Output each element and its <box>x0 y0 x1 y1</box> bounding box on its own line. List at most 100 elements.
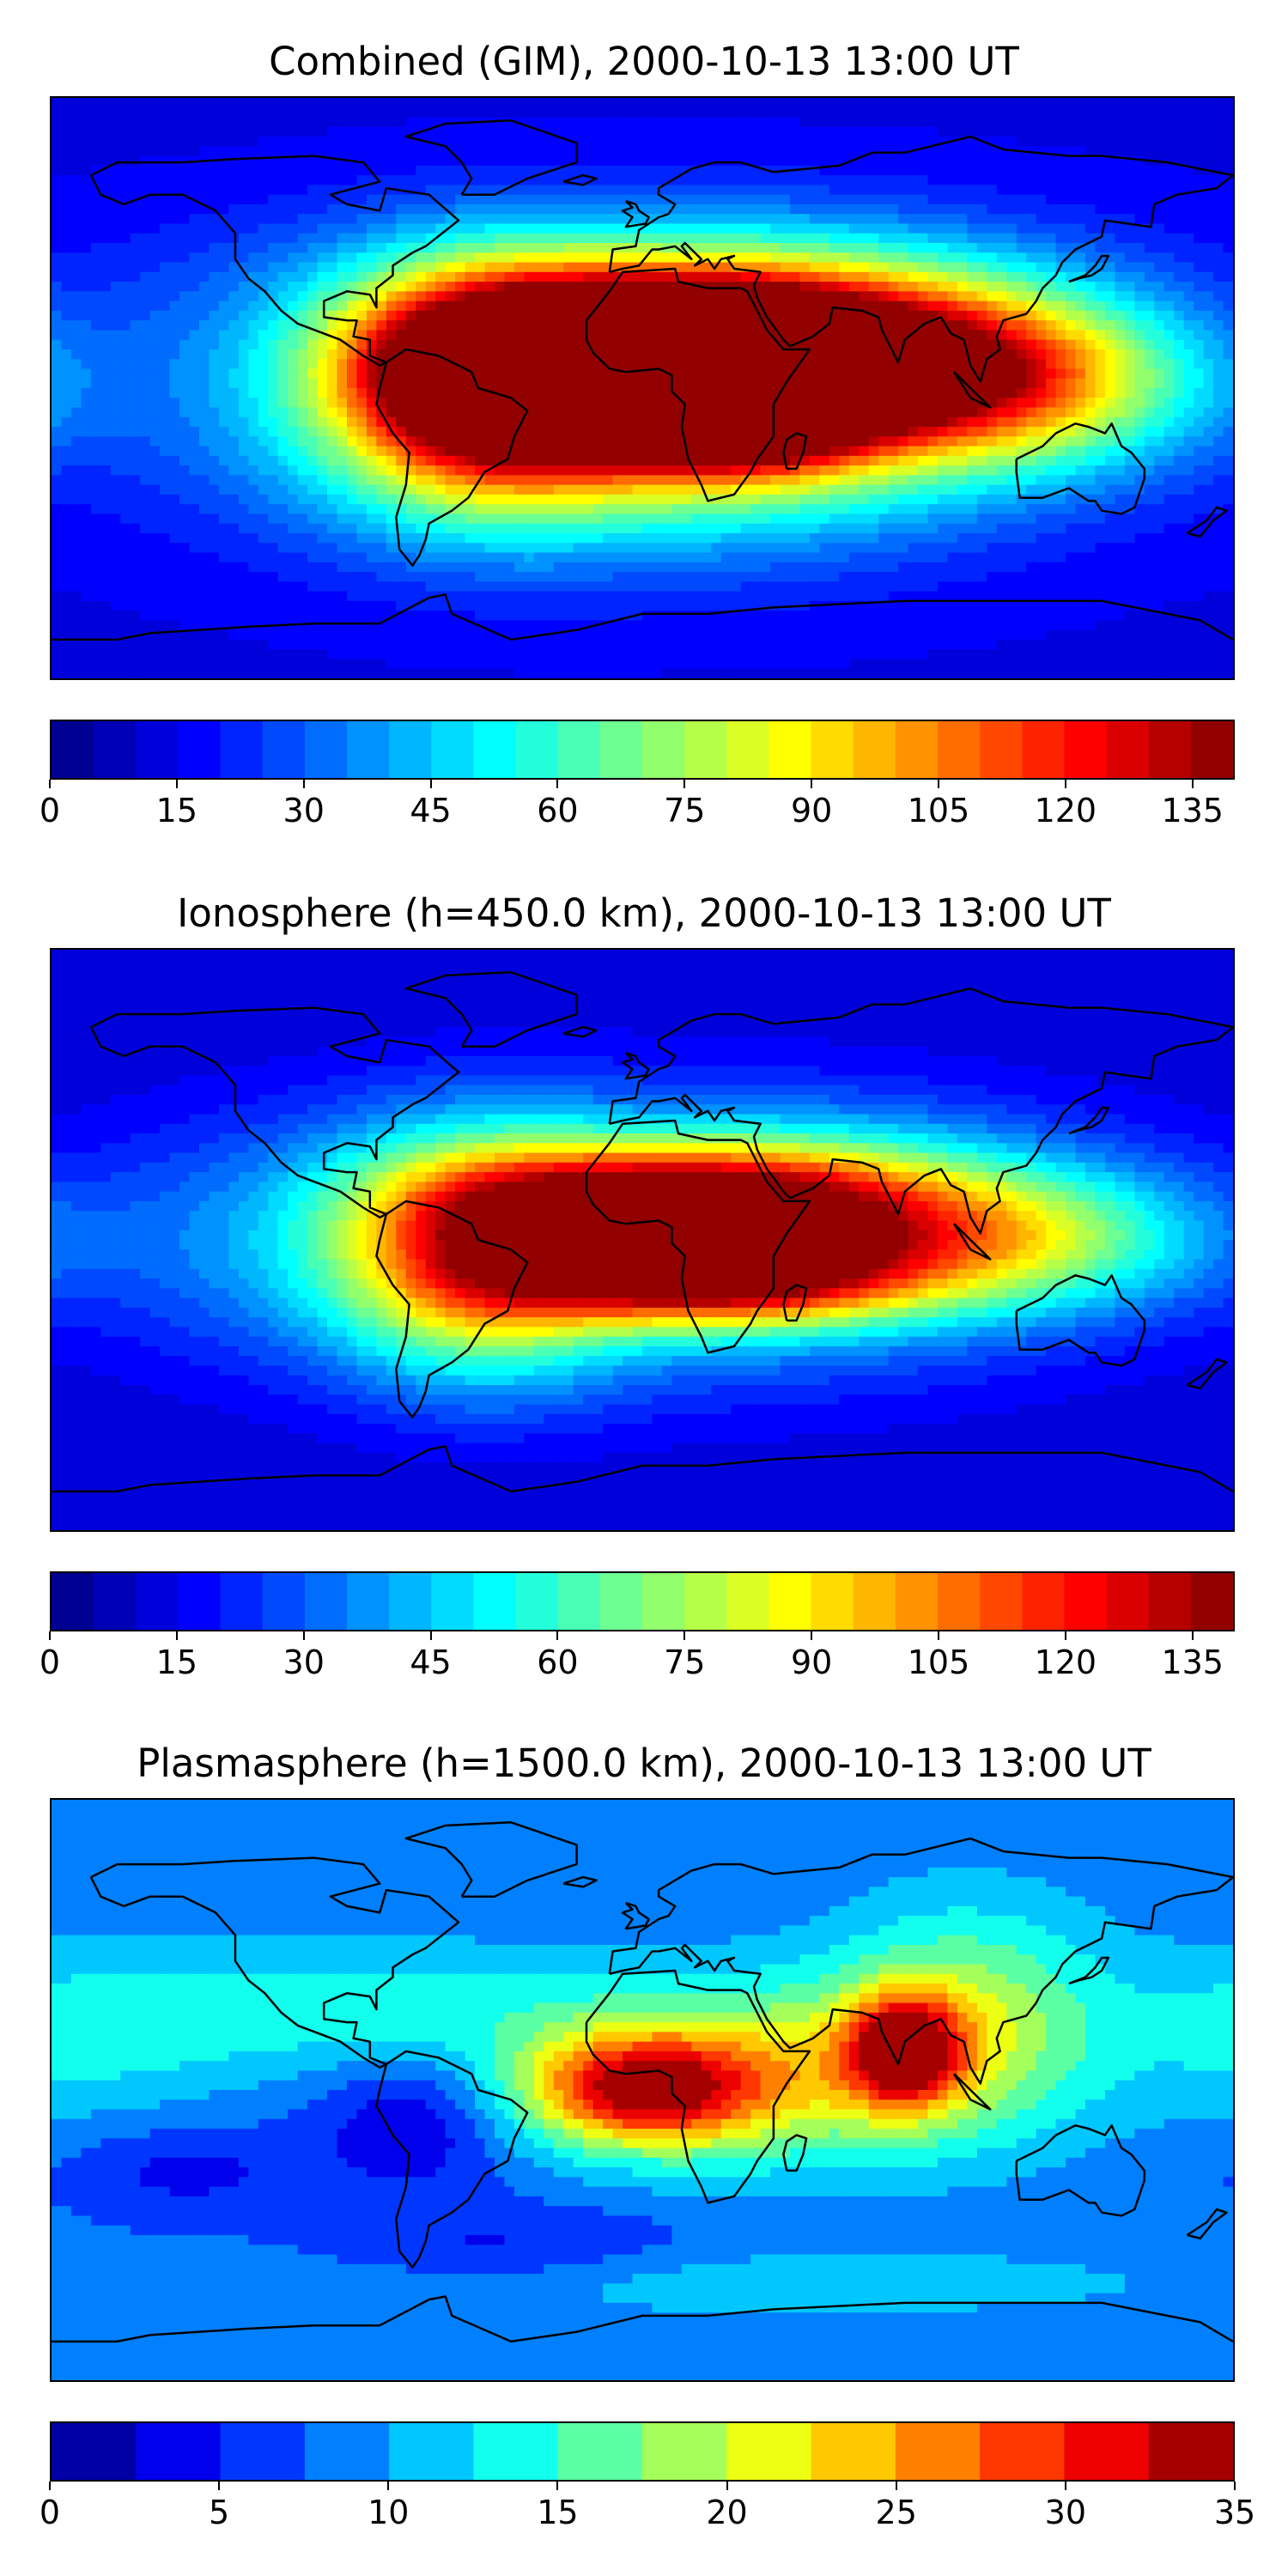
heatmap-cell <box>544 233 555 244</box>
heatmap-cell <box>947 126 958 137</box>
heatmap-cell <box>160 98 171 108</box>
heatmap-cell <box>1006 475 1018 486</box>
heatmap-cell <box>297 359 308 370</box>
heatmap-cell <box>711 165 722 176</box>
heatmap-cell <box>957 98 968 108</box>
heatmap-cell <box>908 475 919 486</box>
heatmap-cell <box>386 126 397 137</box>
heatmap-cell <box>859 349 870 360</box>
heatmap-cell <box>248 185 259 196</box>
heatmap-cell <box>1104 301 1115 312</box>
heatmap-cell <box>661 155 672 167</box>
heatmap-cell <box>671 320 683 331</box>
heatmap-cell <box>839 98 850 108</box>
heatmap-cell <box>553 320 564 331</box>
heatmap-cell <box>583 262 594 273</box>
heatmap-cell <box>238 223 249 234</box>
heatmap-cell <box>61 378 72 389</box>
heatmap-cell <box>563 204 574 215</box>
heatmap-cell <box>1203 398 1214 409</box>
heatmap-cell <box>475 165 486 176</box>
heatmap-cell <box>1124 339 1135 350</box>
heatmap-cell <box>829 282 840 292</box>
heatmap-cell <box>386 368 397 380</box>
heatmap-cell <box>110 291 121 302</box>
heatmap-cell <box>297 204 308 215</box>
heatmap-cell <box>740 282 751 292</box>
heatmap-cell <box>720 494 732 505</box>
heatmap-cell <box>61 388 72 398</box>
heatmap-cell <box>199 271 210 283</box>
heatmap-cell <box>976 339 987 350</box>
heatmap-cell <box>189 214 200 225</box>
heatmap-cell <box>1174 436 1185 447</box>
heatmap-cell <box>731 416 742 428</box>
heatmap-cell <box>209 252 220 264</box>
heatmap-cell <box>475 155 486 167</box>
heatmap-cell <box>396 388 407 398</box>
heatmap-cell <box>149 494 161 505</box>
heatmap-cell <box>475 137 486 147</box>
heatmap-cell <box>1203 310 1214 321</box>
heatmap-cell <box>908 223 919 234</box>
heatmap-cell <box>1075 204 1086 215</box>
heatmap-cell <box>898 146 909 157</box>
heatmap-cell <box>386 204 397 215</box>
heatmap-cell <box>691 494 702 505</box>
heatmap-cell <box>524 137 535 147</box>
heatmap-cell <box>1055 107 1066 118</box>
heatmap-cell <box>1016 155 1027 167</box>
heatmap-cell <box>1016 398 1027 409</box>
heatmap-cell <box>1016 126 1027 137</box>
heatmap-cell <box>277 301 289 312</box>
heatmap-cell <box>623 388 634 398</box>
heatmap-cell <box>760 233 771 244</box>
heatmap-cell <box>632 252 643 264</box>
heatmap-cell <box>209 223 220 234</box>
heatmap-cell <box>513 185 525 196</box>
heatmap-cell <box>809 378 820 389</box>
heatmap-cell <box>258 107 269 118</box>
heatmap-cell <box>819 416 830 428</box>
heatmap-cell <box>258 330 269 341</box>
heatmap-cell <box>81 126 92 137</box>
heatmap-cell <box>888 185 899 196</box>
heatmap-cell <box>1095 175 1106 185</box>
heatmap-cell <box>1095 98 1106 108</box>
heatmap-cell <box>228 204 240 215</box>
heatmap-cell <box>218 165 229 176</box>
heatmap-cell <box>327 416 338 428</box>
heatmap-cell <box>465 330 476 341</box>
heatmap-cell <box>996 194 1007 205</box>
heatmap-cell <box>1174 194 1185 205</box>
heatmap-cell <box>317 175 328 185</box>
heatmap-cell <box>790 194 801 205</box>
heatmap-cell <box>70 330 82 341</box>
heatmap-cell <box>957 436 968 447</box>
heatmap-cell <box>642 446 653 457</box>
heatmap-cell <box>1036 175 1047 185</box>
heatmap-cell <box>445 427 456 437</box>
heatmap-cell <box>888 107 899 118</box>
heatmap-cell <box>1144 484 1155 495</box>
heatmap-cell <box>140 233 151 244</box>
heatmap-cell <box>52 446 63 457</box>
heatmap-cell <box>661 107 672 118</box>
heatmap-cell <box>780 233 791 244</box>
heatmap-cell <box>1144 465 1155 476</box>
heatmap-cell <box>809 484 820 495</box>
heatmap-cell <box>731 446 742 457</box>
heatmap-cell <box>1144 175 1155 185</box>
heatmap-cell <box>1095 262 1106 273</box>
heatmap-cell <box>809 320 820 331</box>
heatmap-cell <box>110 378 121 389</box>
heatmap-cell <box>1115 214 1126 225</box>
heatmap-cell <box>356 416 368 428</box>
heatmap-cell <box>632 146 643 157</box>
heatmap-cell <box>445 282 456 292</box>
heatmap-cell <box>366 301 377 312</box>
heatmap-cell <box>445 194 456 205</box>
heatmap-cell <box>533 137 544 147</box>
heatmap-cell <box>1194 349 1205 360</box>
heatmap-cell <box>386 165 397 176</box>
